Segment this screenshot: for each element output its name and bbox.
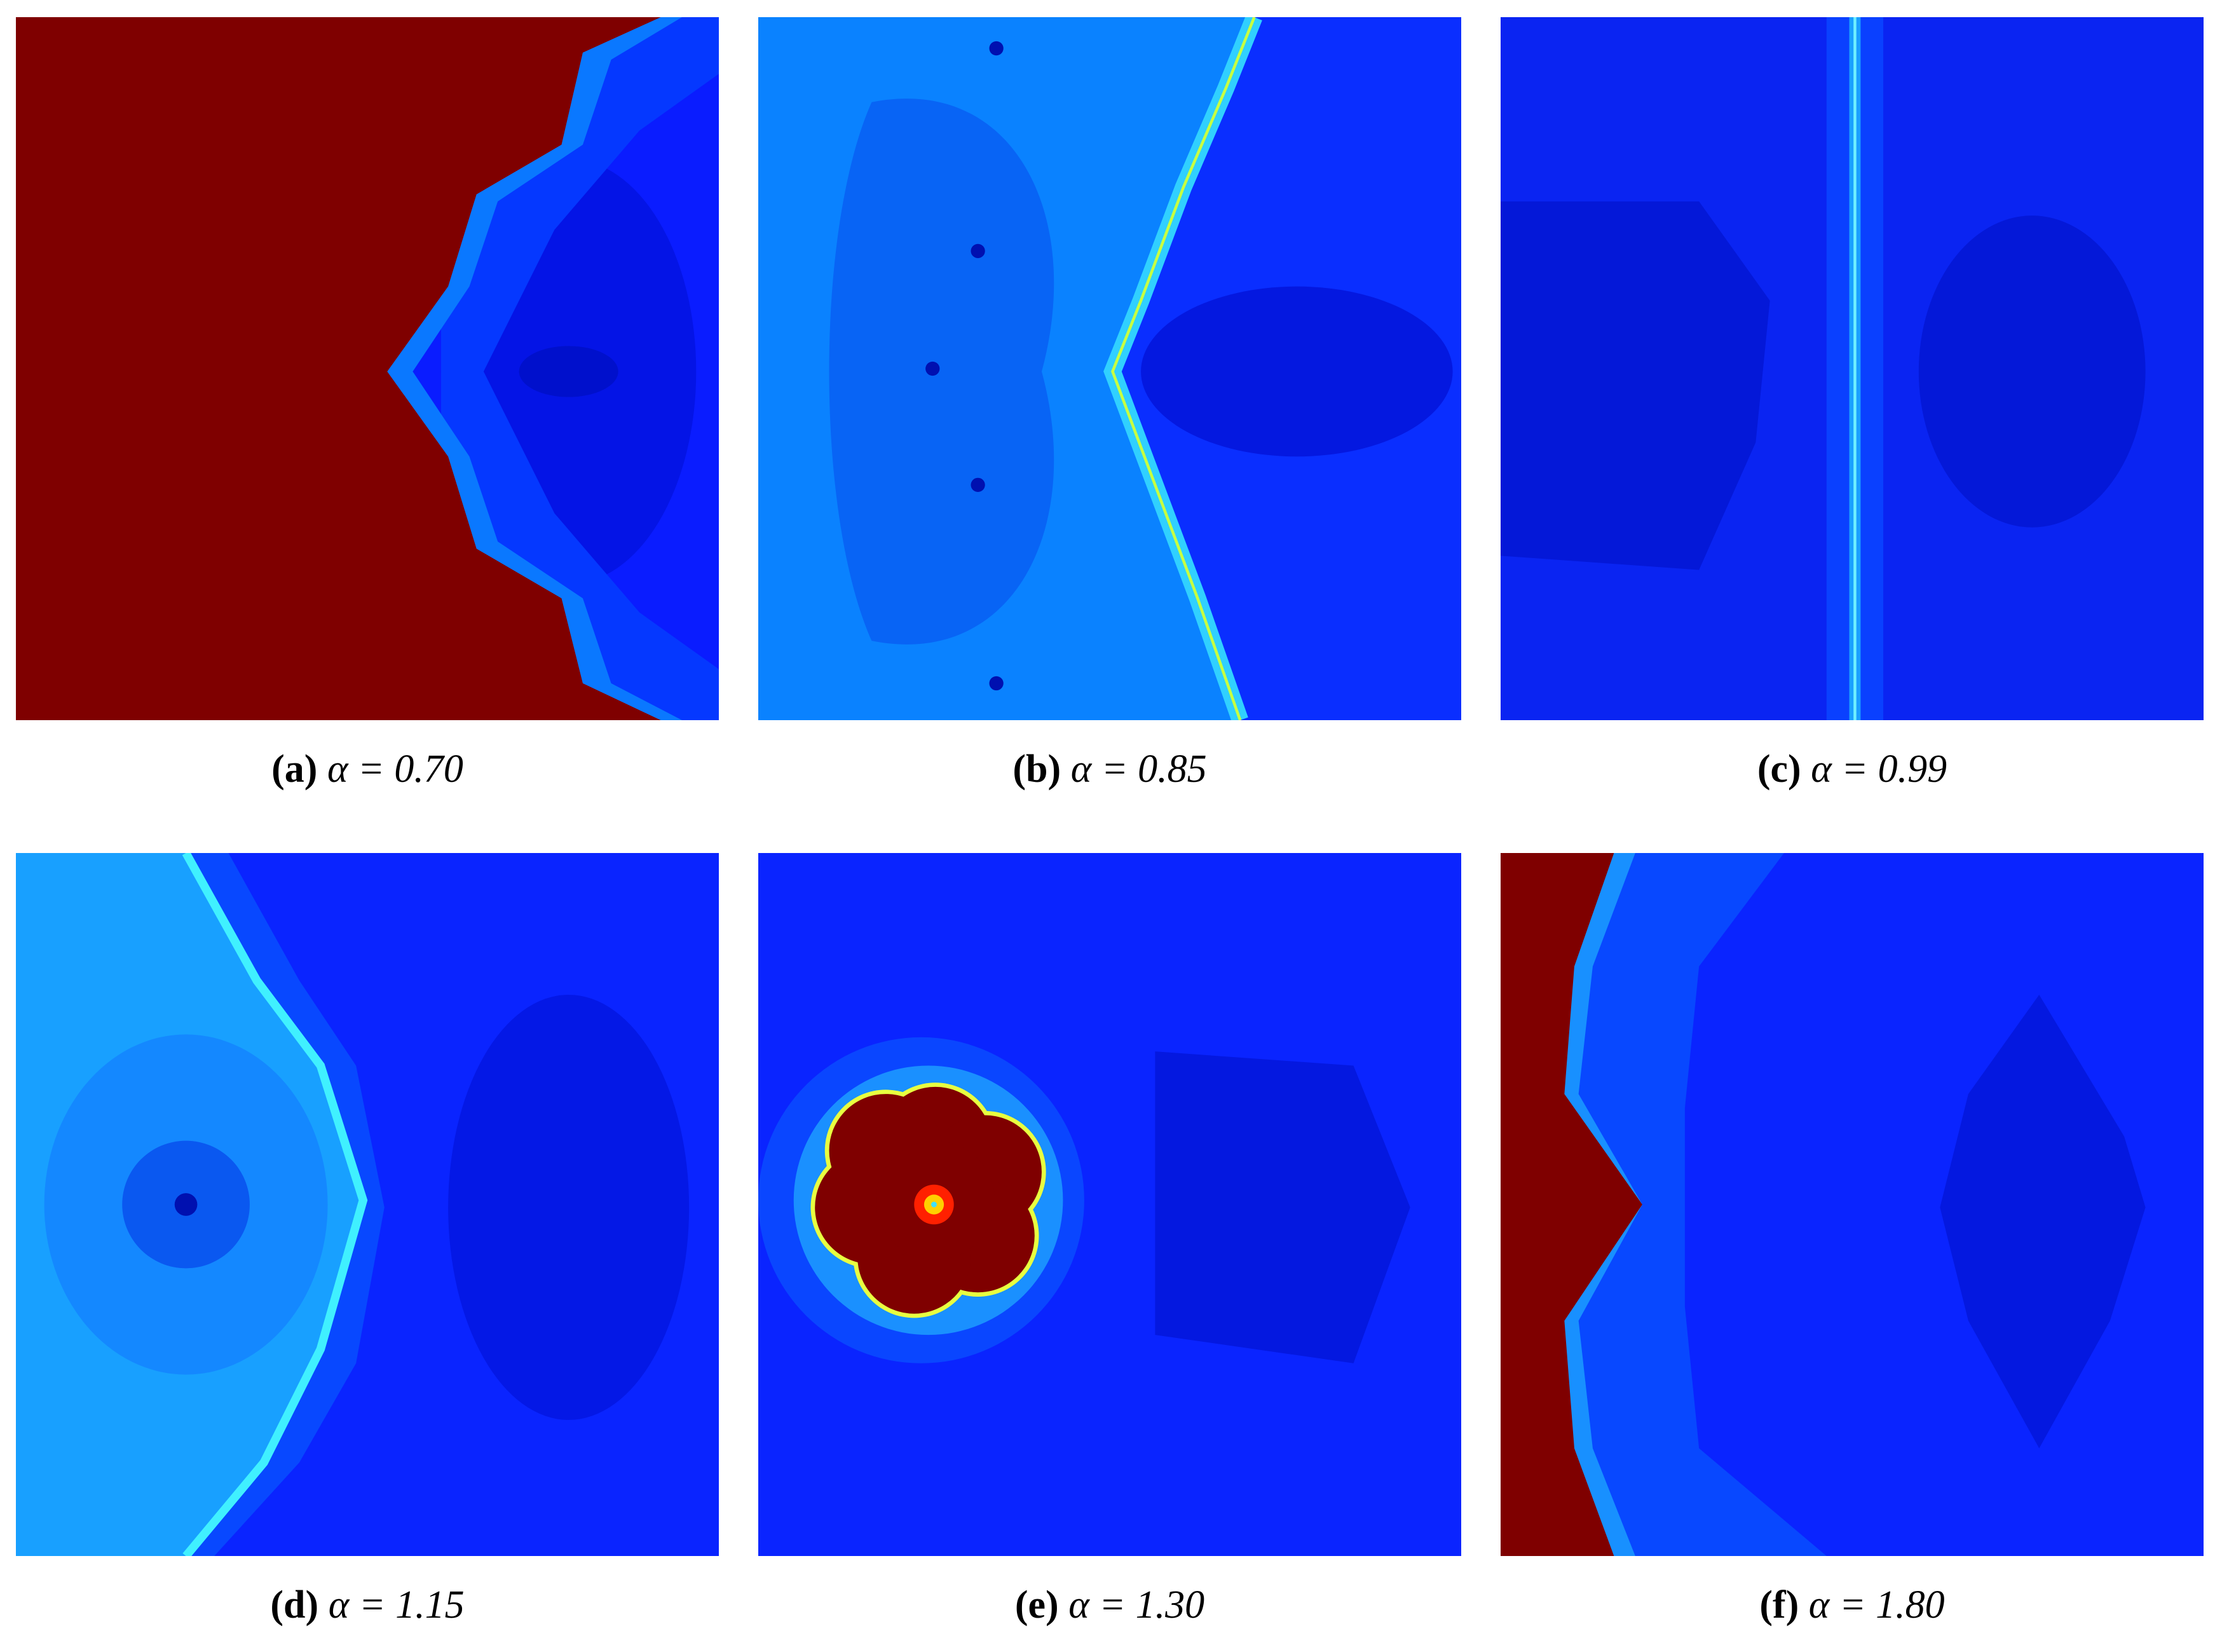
caption: (a) α = 0.70 <box>16 747 719 792</box>
fractal-image <box>758 17 1461 720</box>
panel-caption: α = 1.15 <box>328 1583 465 1627</box>
fractal-image <box>758 853 1461 1556</box>
caption: (c) α = 0.99 <box>1501 747 2204 792</box>
panel-caption: α = 0.70 <box>327 747 463 791</box>
panel-label: (e) <box>1014 1583 1059 1627</box>
caption: (e) α = 1.30 <box>758 1583 1461 1628</box>
fractal-image <box>1501 17 2204 720</box>
fractal-image <box>16 17 719 720</box>
fractal-image <box>1501 853 2204 1556</box>
panel-label: (a) <box>271 747 318 791</box>
caption: (f) α = 1.80 <box>1501 1583 2204 1628</box>
panel-caption: α = 1.30 <box>1068 1583 1205 1627</box>
panel-label: (c) <box>1757 747 1801 791</box>
panel-caption: α = 0.85 <box>1070 747 1207 791</box>
panel-caption: α = 1.80 <box>1808 1583 1945 1627</box>
panel-label: (d) <box>270 1583 319 1627</box>
caption: (d) α = 1.15 <box>16 1583 719 1628</box>
panel-label: (b) <box>1012 747 1061 791</box>
panel-label: (f) <box>1759 1583 1799 1627</box>
fractal-image <box>16 853 719 1556</box>
caption: (b) α = 0.85 <box>758 747 1461 792</box>
panel-caption: α = 0.99 <box>1811 747 1947 791</box>
